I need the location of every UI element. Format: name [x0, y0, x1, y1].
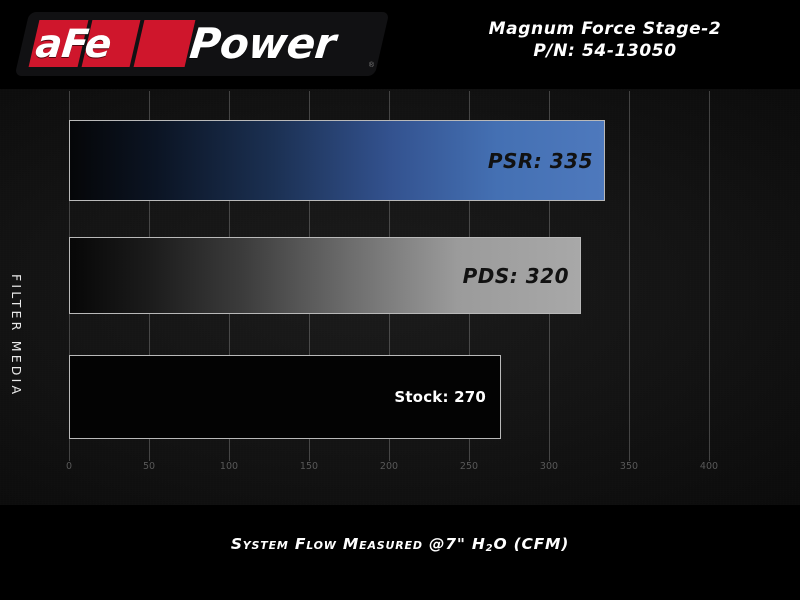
x-tick-label: 350	[619, 461, 639, 472]
bar-value-label: PDS: 320	[462, 263, 569, 288]
logo-text-power: Power	[187, 19, 338, 68]
x-tick-label: 100	[219, 461, 239, 472]
x-tick-label: 300	[539, 461, 559, 472]
product-title: Magnum Force Stage-2	[488, 19, 722, 39]
x-tick-label: 0	[65, 461, 73, 472]
bar-pds: PDS: 320	[69, 237, 581, 314]
x-axis-ticks: 0 50 100 150 200 250 300 350 400	[0, 461, 800, 483]
chart-area: FILTER MEDIA PSR: 335 PDS: 320 Stock: 270 …	[0, 89, 800, 505]
x-axis-caption-pre: System Flow Measured @7" H	[230, 535, 486, 553]
header-bar: aFe Power ® Magnum Force Stage-2 P/N: 54…	[0, 0, 800, 89]
bar-value-label: Stock: 270	[394, 388, 486, 406]
gridline	[709, 91, 710, 461]
bar-stock: Stock: 270	[69, 355, 501, 439]
afe-power-logo: aFe Power ®	[14, 12, 390, 76]
header-title-group: Magnum Force Stage-2 P/N: 54-13050	[420, 18, 790, 62]
x-tick-label: 250	[459, 461, 479, 472]
x-tick-label: 200	[379, 461, 399, 472]
x-axis-caption-post: O (CFM)	[493, 535, 570, 553]
logo-text-afe: aFe	[33, 22, 114, 67]
x-tick-label: 150	[299, 461, 319, 472]
footer-bar: System Flow Measured @7" H2O (CFM)	[0, 505, 800, 600]
x-tick-label: 50	[142, 461, 156, 472]
part-number: P/N: 54-13050	[533, 41, 677, 61]
bar-psr: PSR: 335	[69, 120, 605, 201]
logo-divider-2	[129, 20, 145, 67]
registered-trademark-icon: ®	[368, 62, 374, 69]
gridline	[629, 91, 630, 461]
x-tick-label: 400	[699, 461, 719, 472]
x-axis-caption-subscript: 2	[485, 543, 494, 554]
bar-series: PSR: 335 PDS: 320 Stock: 270	[0, 89, 800, 467]
bar-value-label: PSR: 335	[487, 148, 593, 173]
x-axis-caption: System Flow Measured @7" H2O (CFM)	[0, 535, 800, 554]
